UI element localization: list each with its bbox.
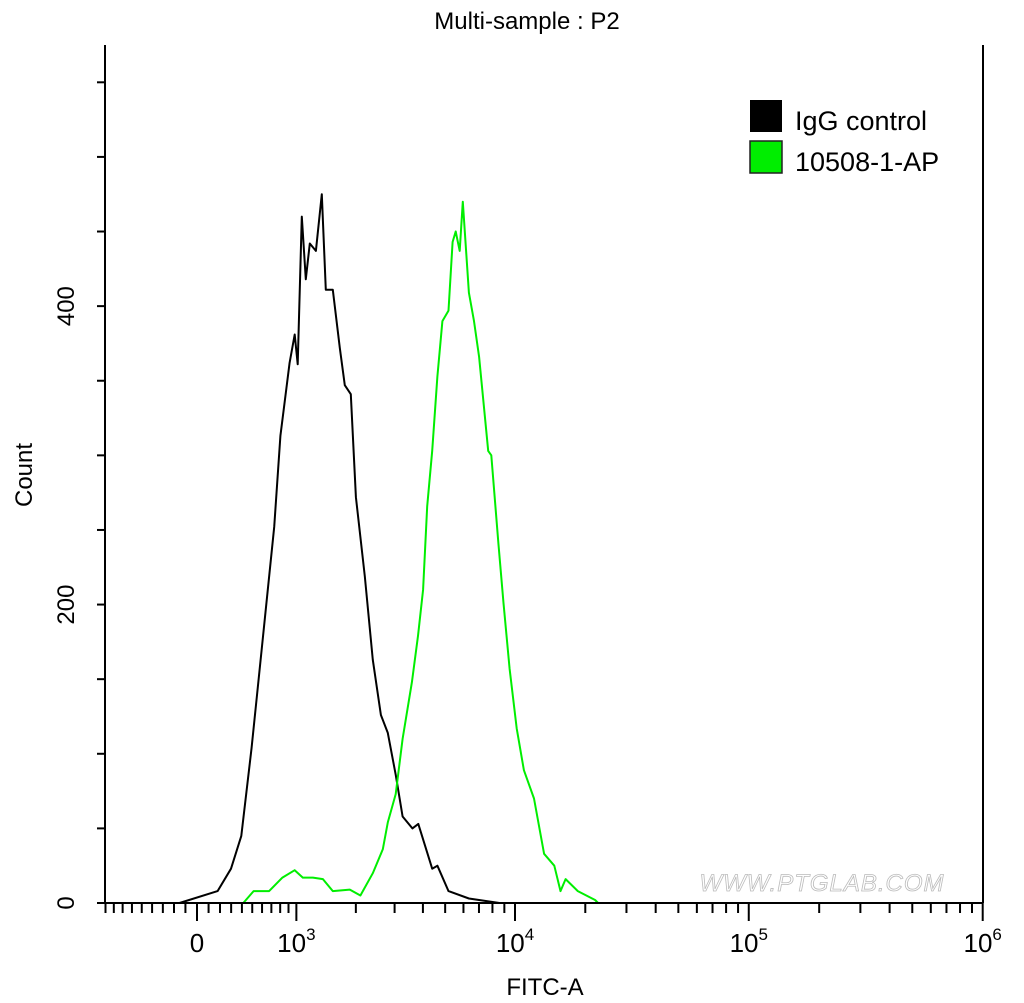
x-tick-exponent: 6 bbox=[992, 925, 1001, 944]
legend-label-10508-1-ap: 10508-1-AP bbox=[795, 147, 939, 177]
legend-swatch-igg-control bbox=[750, 100, 782, 132]
x-tick-label: 0 bbox=[190, 928, 204, 958]
y-tick-label: 0 bbox=[53, 896, 80, 909]
x-tick-exponent: 4 bbox=[525, 925, 534, 944]
series-line-igg-control bbox=[179, 193, 500, 904]
x-tick-exponent: 5 bbox=[758, 925, 767, 944]
legend-label-igg-control: IgG control bbox=[795, 106, 927, 136]
x-tick-label: 104 bbox=[496, 925, 534, 958]
legend-swatch-10508-1-ap bbox=[749, 140, 783, 174]
x-axis-label: FITC-A bbox=[506, 974, 583, 1001]
x-tick-label: 106 bbox=[964, 925, 1002, 958]
x-tick-label: 105 bbox=[730, 925, 768, 958]
chart-title: Multi-sample : P2 bbox=[434, 8, 619, 35]
legend: IgG control 10508-1-AP bbox=[749, 100, 939, 177]
y-tick-label: 200 bbox=[53, 585, 80, 625]
watermark: WWW.PTGLAB.COM bbox=[699, 870, 944, 897]
x-tick-label: 103 bbox=[277, 925, 315, 958]
series-line-10508-1-ap bbox=[242, 200, 599, 904]
y-tick-label: 400 bbox=[53, 286, 80, 326]
x-tick-exponent: 3 bbox=[306, 925, 315, 944]
y-axis-label: Count bbox=[11, 443, 38, 507]
